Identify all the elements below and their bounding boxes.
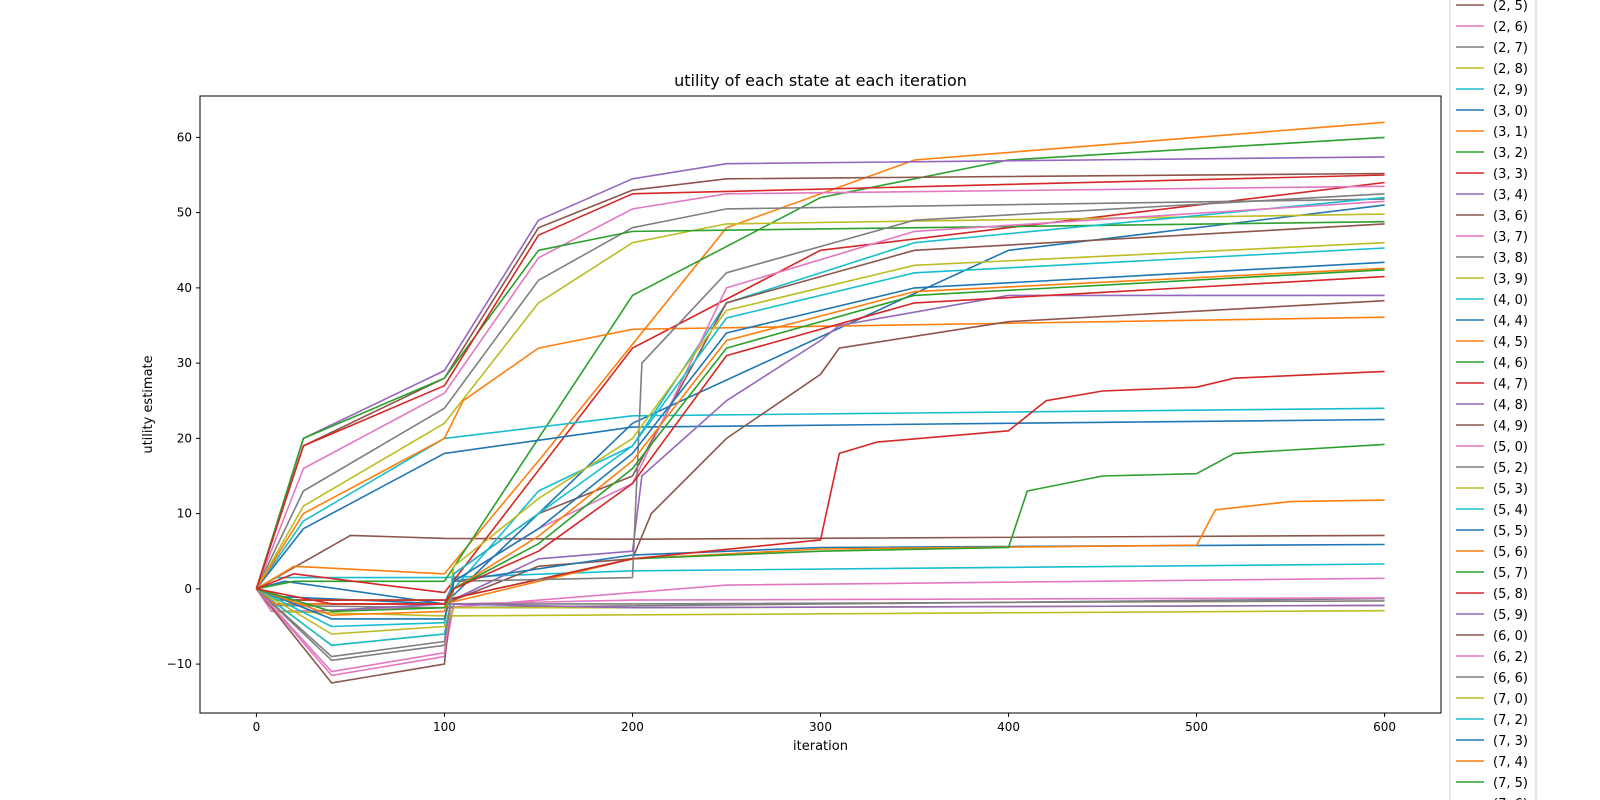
legend-label: (3, 0) xyxy=(1493,104,1528,119)
series-line xyxy=(256,181,1385,594)
y-tick-label: −10 xyxy=(167,657,192,671)
legend-label: (5, 8) xyxy=(1493,587,1528,602)
legend-label: (6, 0) xyxy=(1493,629,1528,644)
series-line xyxy=(255,563,1385,590)
series-line xyxy=(256,204,1385,605)
legend-label: (7, 0) xyxy=(1493,692,1528,707)
chart-title: utility of each state at each iteration xyxy=(674,71,967,90)
y-tick-label: 0 xyxy=(184,582,192,596)
x-tick-label: 300 xyxy=(809,720,832,734)
legend-label: (6, 6) xyxy=(1493,671,1528,686)
series-line xyxy=(256,534,1385,590)
legend-label: (3, 3) xyxy=(1493,167,1528,182)
series-line xyxy=(255,174,1385,590)
series-line xyxy=(255,213,1385,590)
legend-label: (3, 1) xyxy=(1493,125,1528,140)
legend-label: (7, 4) xyxy=(1493,755,1528,770)
legend: (2, 5) (2, 6) (2, 7) (2, 8) (2, 9) (3, 0) (3, … xyxy=(1449,0,1537,800)
series-line xyxy=(255,588,1385,677)
y-axis-ticks: −10 0 10 20 30 40 50 60 xyxy=(167,130,200,671)
y-tick-label: 50 xyxy=(177,206,192,220)
legend-label: (5, 9) xyxy=(1493,608,1528,623)
x-tick-label: 500 xyxy=(1185,720,1208,734)
series-line xyxy=(256,269,1385,613)
legend-label: (4, 6) xyxy=(1493,356,1528,371)
series-line xyxy=(255,121,1385,590)
legend-label: (4, 4) xyxy=(1493,314,1528,329)
legend-label: (2, 5) xyxy=(1493,0,1528,14)
series-line xyxy=(256,261,1385,620)
y-tick-label: 20 xyxy=(177,431,192,445)
legend-label: (3, 9) xyxy=(1493,272,1528,287)
y-tick-label: 60 xyxy=(177,130,192,144)
series-line xyxy=(255,172,1385,590)
series-line xyxy=(255,196,1385,647)
y-axis-label: utility estimate xyxy=(141,355,156,453)
x-tick-label: 600 xyxy=(1373,720,1396,734)
series-line xyxy=(256,267,1385,616)
legend-label: (4, 8) xyxy=(1493,398,1528,413)
series-line xyxy=(255,299,1385,605)
series-line xyxy=(255,443,1385,601)
legend-label: (2, 6) xyxy=(1493,20,1528,35)
y-tick-label: 30 xyxy=(177,356,192,370)
legend-label: (5, 3) xyxy=(1493,482,1528,497)
legend-label: (3, 4) xyxy=(1493,188,1528,203)
legend-label: (3, 8) xyxy=(1493,251,1528,266)
legend-label: (7, 6) xyxy=(1493,797,1528,800)
y-tick-label: 40 xyxy=(177,281,192,295)
series-line xyxy=(255,418,1385,590)
legend-label: (4, 5) xyxy=(1493,335,1528,350)
x-tick-label: 400 xyxy=(997,720,1020,734)
x-axis-label: iteration xyxy=(793,739,848,754)
series-lines xyxy=(255,121,1385,684)
series-line xyxy=(256,247,1385,628)
legend-label: (3, 2) xyxy=(1493,146,1528,161)
legend-label: (5, 2) xyxy=(1493,461,1528,476)
legend-label: (7, 3) xyxy=(1493,734,1528,749)
legend-label: (5, 5) xyxy=(1493,524,1528,539)
legend-label: (2, 8) xyxy=(1493,62,1528,77)
legend-label: (3, 7) xyxy=(1493,230,1528,245)
legend-label: (2, 7) xyxy=(1493,41,1528,56)
legend-label: (7, 5) xyxy=(1493,776,1528,791)
legend-label: (2, 9) xyxy=(1493,83,1528,98)
legend-label: (5, 7) xyxy=(1493,566,1528,581)
legend-label: (7, 2) xyxy=(1493,713,1528,728)
legend-label: (5, 0) xyxy=(1493,440,1528,455)
series-line xyxy=(255,156,1385,590)
y-tick-label: 10 xyxy=(177,507,192,521)
series-line xyxy=(256,136,1385,590)
legend-label: (6, 2) xyxy=(1493,650,1528,665)
series-line xyxy=(255,193,1385,658)
x-tick-label: 100 xyxy=(433,720,456,734)
series-line xyxy=(256,543,1385,605)
series-line xyxy=(255,220,1385,590)
legend-label: (4, 7) xyxy=(1493,377,1528,392)
series-line xyxy=(255,185,1385,590)
series-line xyxy=(255,588,1385,647)
series-line xyxy=(255,407,1385,590)
legend-label: (4, 9) xyxy=(1493,419,1528,434)
series-line xyxy=(255,198,1385,590)
x-axis-ticks: 0 100 200 300 400 500 600 xyxy=(253,713,1396,734)
series-line xyxy=(256,370,1385,601)
x-tick-label: 200 xyxy=(621,720,644,734)
series-line xyxy=(255,241,1385,635)
legend-label: (5, 4) xyxy=(1493,503,1528,518)
series-line xyxy=(255,316,1385,590)
legend-label: (5, 6) xyxy=(1493,545,1528,560)
x-tick-label: 0 xyxy=(253,720,261,734)
legend-label: (3, 6) xyxy=(1493,209,1528,224)
series-line xyxy=(256,275,1385,605)
legend-frame xyxy=(1449,0,1537,800)
legend-label: (4, 0) xyxy=(1493,293,1528,308)
